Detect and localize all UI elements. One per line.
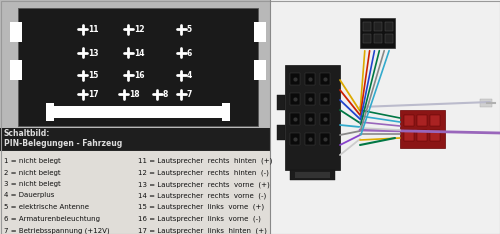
Bar <box>320 133 330 145</box>
Text: 13 = Lautsprecher  rechts  vorne  (+): 13 = Lautsprecher rechts vorne (+) <box>138 181 270 187</box>
Bar <box>290 73 300 85</box>
Text: 17: 17 <box>88 90 99 99</box>
Text: 3 = nicht belegt: 3 = nicht belegt <box>4 181 61 187</box>
Bar <box>0 0 270 234</box>
Bar <box>254 60 266 80</box>
Bar <box>277 95 285 110</box>
Bar <box>480 99 492 107</box>
Text: 12: 12 <box>134 25 144 34</box>
Bar <box>320 113 330 125</box>
Bar <box>290 93 300 105</box>
Bar <box>290 170 335 180</box>
Bar <box>222 103 230 121</box>
Bar <box>277 125 285 140</box>
Text: 12 = Lautsprecher  rechts  hinten  (-): 12 = Lautsprecher rechts hinten (-) <box>138 169 269 176</box>
Bar <box>404 115 414 126</box>
Text: 1 = nicht belegt: 1 = nicht belegt <box>4 158 61 164</box>
Bar <box>0 128 270 234</box>
Bar <box>18 8 258 126</box>
Text: 7: 7 <box>186 90 192 99</box>
Text: 15: 15 <box>88 71 99 80</box>
Text: 11: 11 <box>88 25 99 34</box>
Bar <box>363 22 371 31</box>
Bar <box>270 0 500 234</box>
Text: 5 = elektrische Antenne: 5 = elektrische Antenne <box>4 204 89 210</box>
Text: 4: 4 <box>186 71 192 80</box>
Bar <box>254 22 266 42</box>
Bar <box>374 22 382 31</box>
Text: 16: 16 <box>134 71 144 80</box>
Bar <box>385 34 393 43</box>
Text: 6 = Armaturenbeleuchtung: 6 = Armaturenbeleuchtung <box>4 216 100 222</box>
Text: 5: 5 <box>186 25 192 34</box>
Text: 7 = Betriebsspannung (+12V): 7 = Betriebsspannung (+12V) <box>4 227 110 234</box>
Bar <box>417 130 427 141</box>
Text: 14: 14 <box>134 49 144 58</box>
Text: 17 = Lautsprecher  links  hinten  (+): 17 = Lautsprecher links hinten (+) <box>138 227 267 234</box>
Bar <box>0 151 270 152</box>
Bar <box>417 115 427 126</box>
Text: 16 = Lautsprecher  links  vorne  (-): 16 = Lautsprecher links vorne (-) <box>138 216 261 222</box>
Bar <box>290 113 300 125</box>
Bar <box>0 128 270 150</box>
Bar <box>320 93 330 105</box>
Bar <box>305 93 315 105</box>
Bar <box>404 130 414 141</box>
Text: 4 = Dauerplus: 4 = Dauerplus <box>4 193 54 198</box>
Bar <box>430 130 440 141</box>
Bar <box>46 103 54 121</box>
Bar <box>305 73 315 85</box>
Text: PIN-Belegungen - Fahrzeug: PIN-Belegungen - Fahrzeug <box>4 139 122 147</box>
Bar <box>400 110 445 148</box>
Bar <box>360 18 395 48</box>
Text: 18: 18 <box>129 90 140 99</box>
Text: 8: 8 <box>162 90 168 99</box>
Bar <box>305 113 315 125</box>
Bar <box>430 115 440 126</box>
Text: 6: 6 <box>186 49 192 58</box>
Text: 15 = Lautsprecher  links  vorne  (+): 15 = Lautsprecher links vorne (+) <box>138 204 264 211</box>
Bar <box>295 172 330 178</box>
Bar <box>385 22 393 31</box>
Bar <box>0 128 270 129</box>
Bar <box>374 34 382 43</box>
Bar <box>46 106 230 118</box>
Text: 13: 13 <box>88 49 99 58</box>
Text: 2 = nicht belegt: 2 = nicht belegt <box>4 169 60 176</box>
Bar <box>10 22 22 42</box>
Text: 14 = Lautsprecher  rechts  vorne  (-): 14 = Lautsprecher rechts vorne (-) <box>138 193 266 199</box>
Text: Schaltbild:: Schaltbild: <box>4 129 50 138</box>
Bar <box>320 73 330 85</box>
Bar <box>363 34 371 43</box>
Bar <box>10 60 22 80</box>
Bar <box>285 65 340 170</box>
Text: 11 = Lautsprecher  rechts  hinten  (+): 11 = Lautsprecher rechts hinten (+) <box>138 158 272 165</box>
Bar <box>305 133 315 145</box>
Bar <box>0 151 270 234</box>
Bar <box>290 133 300 145</box>
